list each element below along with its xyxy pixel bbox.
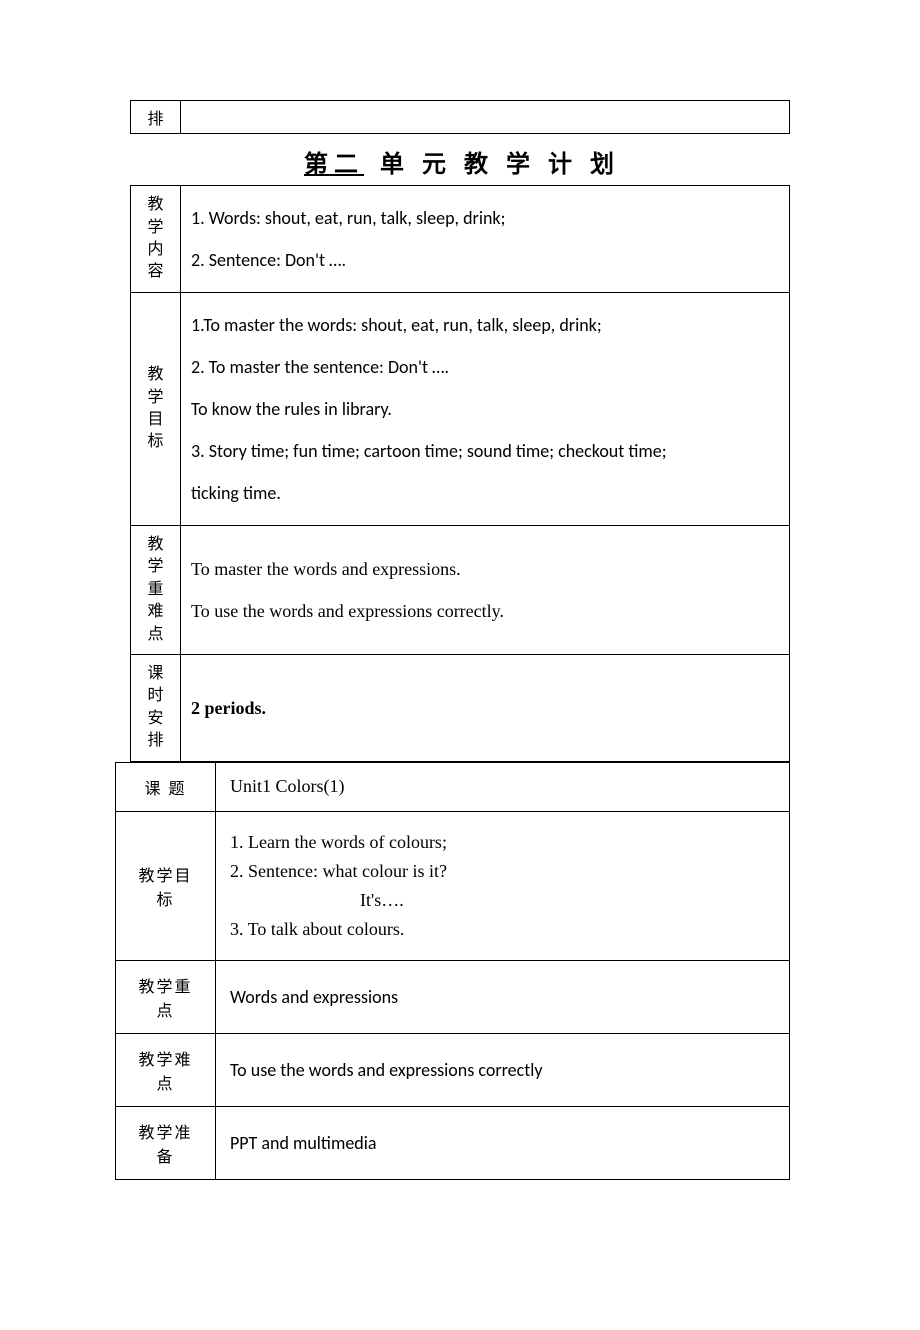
lesson-goal-label: 教学目标 — [116, 811, 216, 960]
content-line: 2 periods. — [191, 690, 779, 726]
row-value-content: 1. Words: shout, eat, run, talk, sleep, … — [181, 186, 790, 293]
lesson-title-value: Unit1 Colors(1) — [216, 762, 790, 811]
table-row: 教学内容 1. Words: shout, eat, run, talk, sl… — [131, 186, 790, 293]
lesson-difficulty-value: To use the words and expressions correct… — [216, 1033, 790, 1106]
lesson-title-label: 课 题 — [116, 762, 216, 811]
table-row: 教学难点 To use the words and expressions co… — [116, 1033, 790, 1106]
fragment-table: 排 — [130, 100, 790, 134]
content-line: 2. Sentence: Don't …. — [191, 242, 779, 278]
content-line: To use the words and expressions correct… — [191, 593, 779, 629]
row-label-difficulty: 教学重难点 — [131, 526, 181, 655]
table-row: 课 题 Unit1 Colors(1) — [116, 762, 790, 811]
row-label-content: 教学内容 — [131, 186, 181, 293]
page-title: 第二 单 元 教 学 计 划 — [130, 144, 790, 179]
content-line: To master the words and expressions. — [191, 551, 779, 587]
page-title-underlined: 第二 — [300, 152, 368, 178]
table-row: 课时安排 2 periods. — [131, 654, 790, 761]
lesson-focus-label: 教学重点 — [116, 960, 216, 1033]
row-label-goal: 教学目标 — [131, 293, 181, 526]
content-line: 1.To master the words: shout, eat, run, … — [191, 307, 779, 343]
content-line: 1. Words: shout, eat, run, talk, sleep, … — [191, 200, 779, 236]
page-title-suffix: 单 元 教 学 计 划 — [380, 152, 620, 178]
table-row: 教学目标 1. Learn the words of colours; 2. S… — [116, 811, 790, 960]
frag-empty — [181, 101, 790, 134]
lesson-difficulty-label: 教学难点 — [116, 1033, 216, 1106]
row-label-periods: 课时安排 — [131, 654, 181, 761]
content-line: It's…. — [230, 890, 775, 911]
row-value-periods: 2 periods. — [181, 654, 790, 761]
lesson-goal-value: 1. Learn the words of colours; 2. Senten… — [216, 811, 790, 960]
table-row: 教学目标 1.To master the words: shout, eat, … — [131, 293, 790, 526]
content-line: 3. To talk about colours. — [230, 919, 775, 940]
content-line: 2. To master the sentence: Don't …. — [191, 349, 779, 385]
content-line: 2. Sentence: what colour is it? — [230, 861, 775, 882]
row-value-difficulty: To master the words and expressions. To … — [181, 526, 790, 655]
content-line: 3. Story time; fun time; cartoon time; s… — [191, 433, 779, 469]
lesson-prep-label: 教学准备 — [116, 1106, 216, 1179]
content-line: ticking time. — [191, 475, 779, 511]
content-line: 1. Learn the words of colours; — [230, 832, 775, 853]
unit-plan-table: 教学内容 1. Words: shout, eat, run, talk, sl… — [130, 185, 790, 762]
row-value-goal: 1.To master the words: shout, eat, run, … — [181, 293, 790, 526]
table-row: 教学准备 PPT and multimedia — [116, 1106, 790, 1179]
lesson-prep-value: PPT and multimedia — [216, 1106, 790, 1179]
frag-label: 排 — [131, 101, 181, 134]
table-row: 教学重难点 To master the words and expression… — [131, 526, 790, 655]
lesson-plan-table: 课 题 Unit1 Colors(1) 教学目标 1. Learn the wo… — [115, 762, 790, 1180]
lesson-focus-value: Words and expressions — [216, 960, 790, 1033]
table-row: 教学重点 Words and expressions — [116, 960, 790, 1033]
content-line: To know the rules in library. — [191, 391, 779, 427]
